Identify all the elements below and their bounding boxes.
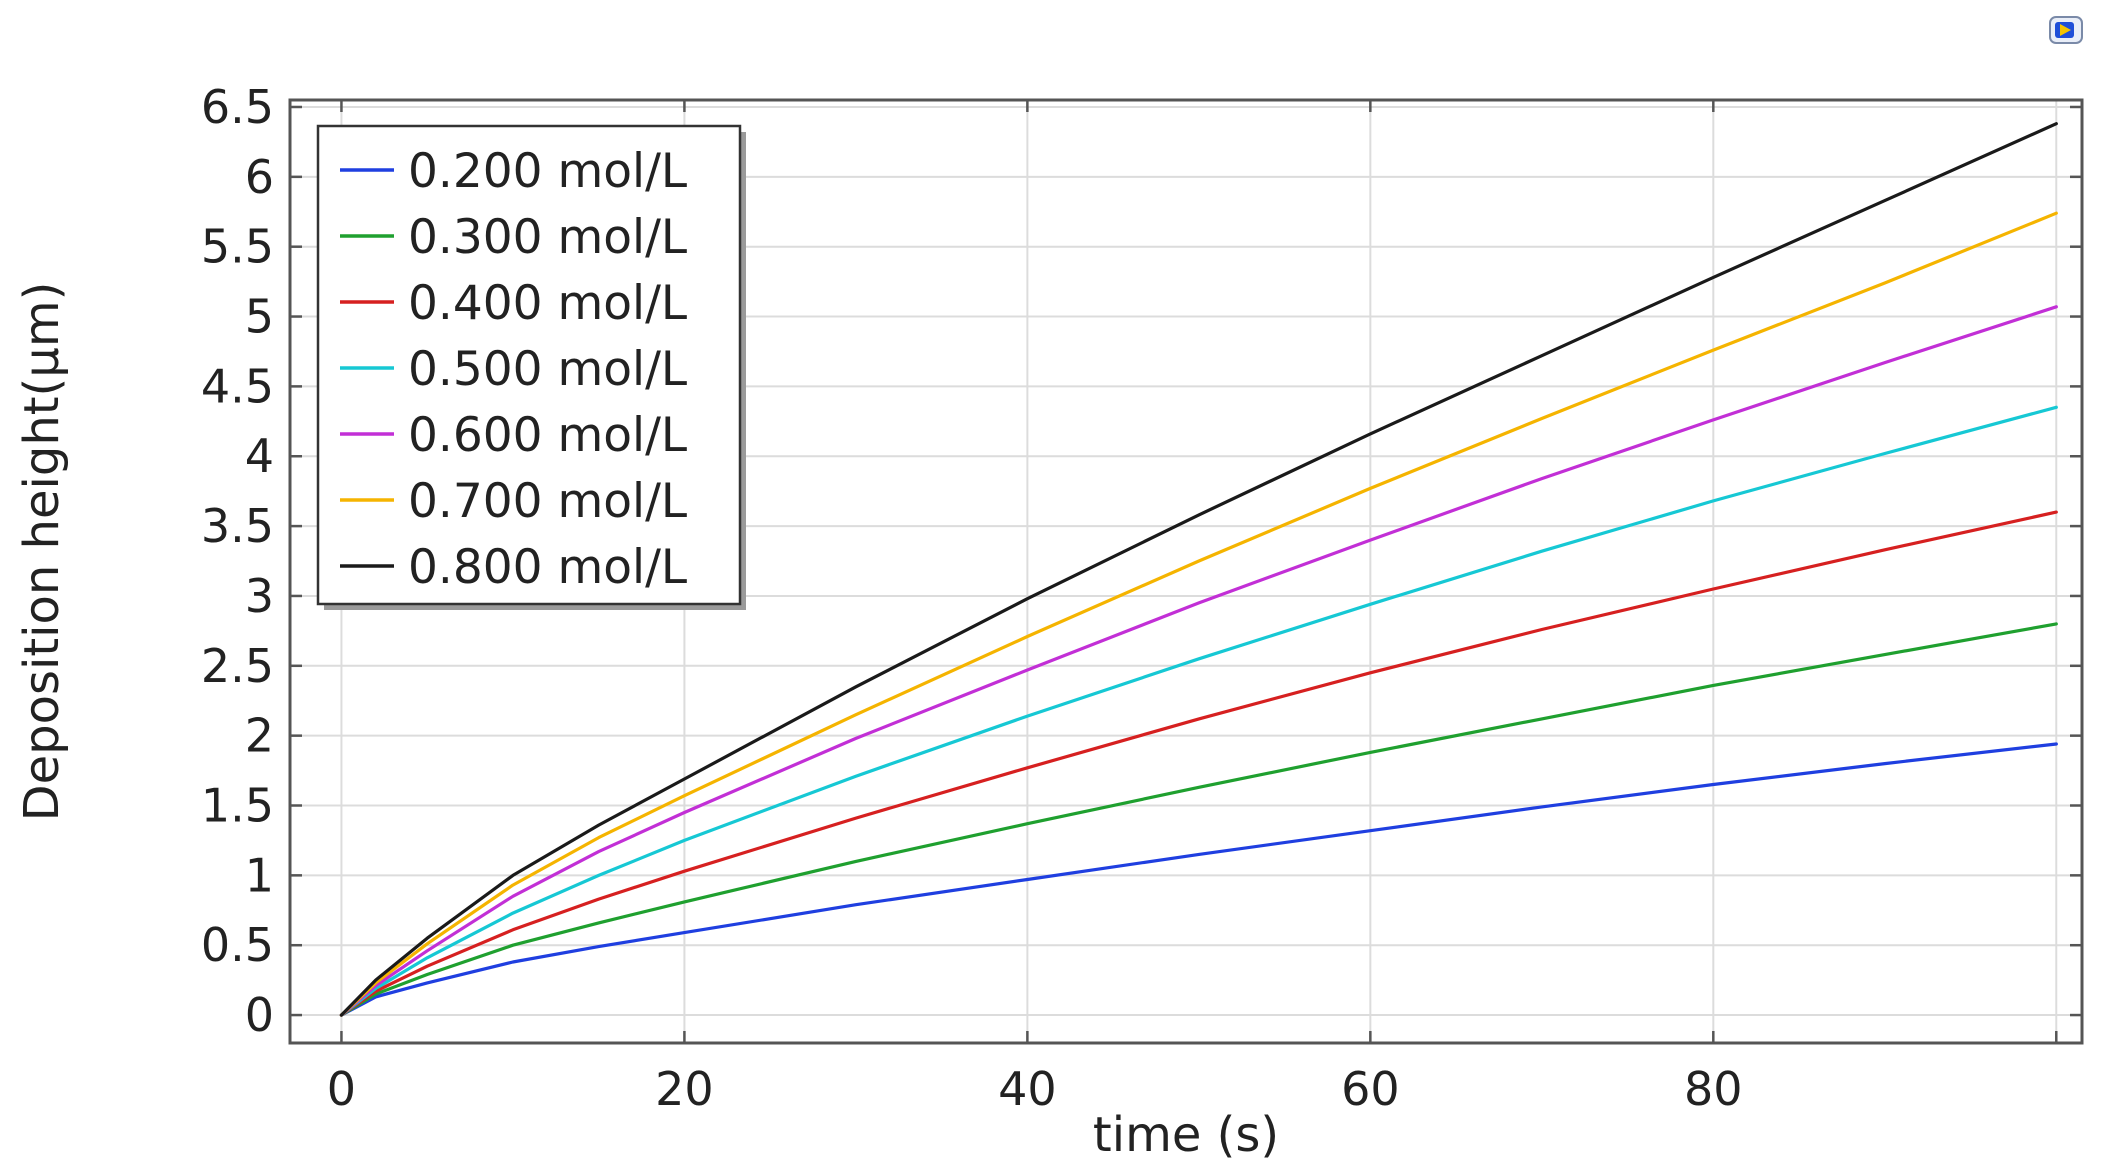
y-tick-label: 5.5	[201, 220, 274, 274]
y-tick-label: 4	[245, 429, 274, 483]
y-tick-label: 2	[245, 709, 274, 763]
y-tick-label: 5	[245, 290, 274, 344]
x-tick-label: 80	[1684, 1062, 1743, 1116]
y-tick-label: 3	[245, 569, 274, 623]
y-tick-label: 6	[245, 150, 274, 204]
x-tick-label: 40	[998, 1062, 1057, 1116]
view-toggle-icon[interactable]	[2049, 16, 2083, 44]
legend-label: 0.300 mol/L	[408, 210, 687, 265]
y-tick-label: 1.5	[201, 779, 274, 833]
series-line	[339, 405, 2058, 1017]
legend-label: 0.200 mol/L	[408, 144, 687, 199]
y-tick-label: 1	[245, 848, 274, 902]
series-line	[339, 211, 2058, 1017]
axis-ticks	[290, 100, 2082, 1043]
legend-label: 0.500 mol/L	[408, 342, 687, 397]
series-line	[339, 305, 2058, 1017]
series-line	[339, 510, 2058, 1017]
series-line	[339, 622, 2058, 1017]
legend-label: 0.400 mol/L	[408, 276, 687, 331]
x-tick-label: 20	[655, 1062, 714, 1116]
legend-label: 0.800 mol/L	[408, 540, 687, 595]
y-tick-label: 6.5	[201, 80, 274, 134]
y-tick-label: 0	[245, 988, 274, 1042]
series-lines	[339, 122, 2058, 1017]
x-tick-label: 0	[327, 1062, 356, 1116]
y-tick-label: 4.5	[201, 359, 274, 413]
axis-tick-labels: 0 20 40 60 80 0 0.5 1 1.5 2 2.5 3 3.5 4 4.5 5 5.5 6 6.5	[201, 80, 1743, 1116]
legend-items: 0.200 mol/L 0.300 mol/L 0.400 mol/L 0.500 m…	[340, 144, 687, 595]
y-tick-label: 3.5	[201, 499, 274, 553]
legend: 0.200 mol/L 0.300 mol/L 0.400 mol/L 0.500 m…	[316, 124, 746, 610]
x-tick-label: 60	[1341, 1062, 1400, 1116]
grid-lines	[290, 100, 2082, 1043]
legend-label: 0.600 mol/L	[408, 408, 687, 463]
legend-label: 0.700 mol/L	[408, 474, 687, 529]
series-line	[339, 742, 2058, 1017]
y-tick-label: 2.5	[201, 639, 274, 693]
y-tick-label: 0.5	[201, 918, 274, 972]
plot-area-frame	[288, 98, 2084, 1045]
y-axis-title: Deposition height(μm)	[14, 282, 70, 822]
legend-box	[316, 124, 742, 606]
series-line	[339, 122, 2058, 1017]
x-axis-title: time (s)	[1093, 1107, 1279, 1163]
